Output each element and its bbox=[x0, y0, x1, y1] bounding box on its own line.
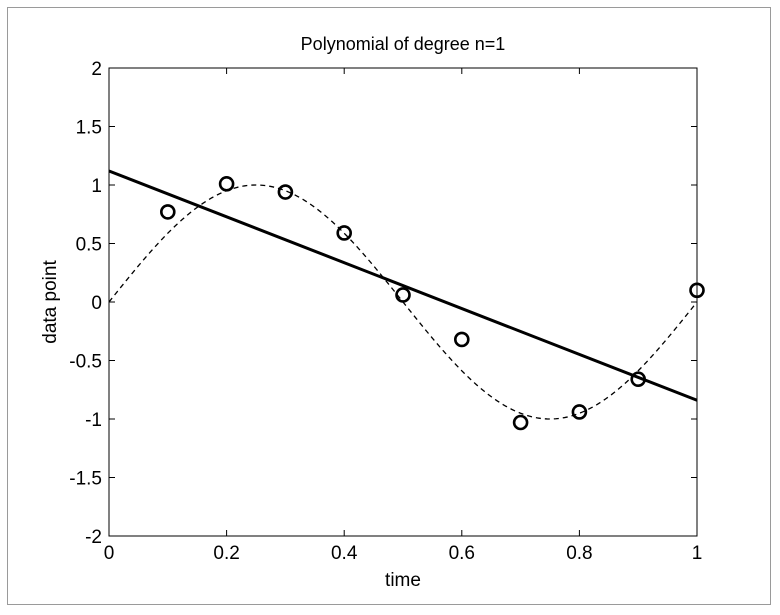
data-point-marker bbox=[689, 282, 705, 299]
y-tick-label: -1 bbox=[85, 410, 102, 431]
y-tick-label: 1.5 bbox=[76, 118, 102, 139]
y-tick-label: 0.5 bbox=[76, 235, 102, 256]
y-tick-label: -0.5 bbox=[69, 352, 102, 373]
x-tick-label: 1 bbox=[692, 543, 703, 564]
data-point-marker bbox=[453, 331, 470, 348]
y-tick-label: 2 bbox=[91, 59, 102, 80]
data-point-marker bbox=[571, 404, 588, 420]
x-tick-label: 0 bbox=[104, 543, 115, 564]
data-point-marker bbox=[277, 184, 294, 200]
data-point-marker bbox=[512, 414, 529, 431]
plot-area: 0 0.2 0.4 0.6 0.8 1 2 1.5 1 0.5 0 -0.5 -1 -1.5 -2 bbox=[69, 59, 705, 564]
figure-frame bbox=[7, 7, 771, 605]
data-point-marker bbox=[218, 176, 235, 192]
y-axis-label: data point bbox=[40, 260, 61, 344]
x-axis-label: time bbox=[385, 570, 421, 591]
x-tick-label: 0.8 bbox=[566, 543, 592, 564]
data-point-marker bbox=[160, 204, 176, 220]
x-tick-label: 0.6 bbox=[449, 543, 475, 564]
data-point-marker bbox=[336, 225, 353, 241]
y-tick-label: -2 bbox=[85, 527, 102, 548]
x-tick-label: 0.2 bbox=[213, 543, 239, 564]
chart-title: Polynomial of degree n=1 bbox=[301, 34, 506, 54]
y-tick-label: 1 bbox=[91, 176, 102, 197]
data-point-marker bbox=[630, 371, 647, 388]
x-tick-label: 0.4 bbox=[331, 543, 358, 564]
series-fit-line bbox=[108, 169, 698, 402]
y-tick-label: -1.5 bbox=[69, 469, 102, 490]
data-point-marker bbox=[395, 287, 411, 303]
y-tick-label: 0 bbox=[91, 293, 102, 314]
